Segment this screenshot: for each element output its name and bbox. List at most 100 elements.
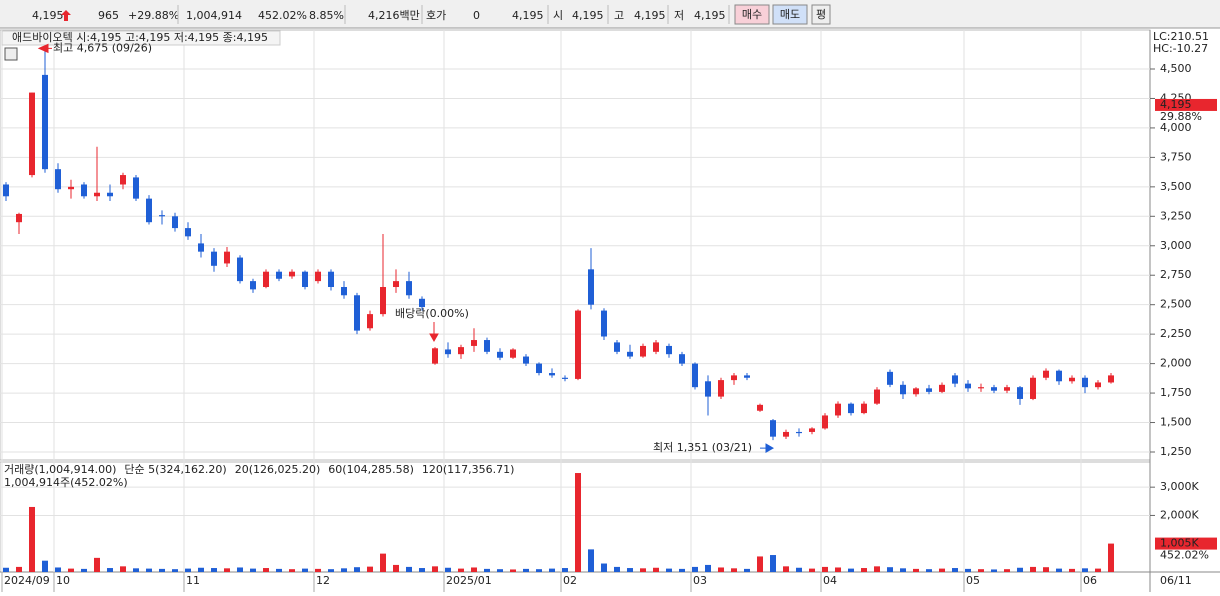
cursor-date: 06/11 bbox=[1160, 574, 1192, 587]
candle-body bbox=[575, 310, 581, 379]
x-tick-label: 2025/01 bbox=[446, 574, 492, 587]
candle-body bbox=[328, 271, 334, 288]
candle-body bbox=[289, 271, 295, 277]
candle-body bbox=[1082, 377, 1088, 388]
volume-bar bbox=[289, 569, 295, 572]
volume-bar bbox=[822, 566, 828, 572]
candle-body bbox=[29, 92, 35, 176]
volume-bar bbox=[835, 567, 841, 572]
candle-body bbox=[16, 213, 22, 223]
toolbar-open-label: 시 bbox=[553, 9, 563, 22]
volume-bar bbox=[1030, 566, 1036, 572]
candle-body bbox=[367, 314, 373, 329]
candle-body bbox=[3, 184, 9, 197]
volume-bar bbox=[55, 567, 61, 572]
volume-bar bbox=[939, 568, 945, 572]
volume-bar bbox=[536, 569, 542, 572]
volume-bar bbox=[679, 568, 685, 572]
menu-icon[interactable] bbox=[4, 47, 18, 61]
toolbar-low-label: 저 bbox=[674, 9, 684, 22]
volume-bar bbox=[484, 568, 490, 572]
x-tick-label: 05 bbox=[966, 574, 980, 587]
candle-body bbox=[484, 340, 490, 352]
candle-body bbox=[172, 216, 178, 229]
candle-body bbox=[822, 415, 828, 429]
candle-body bbox=[666, 345, 672, 355]
candle-body bbox=[1095, 382, 1101, 388]
x-tick-label: 06 bbox=[1083, 574, 1097, 587]
volume-info: 1,004,914주(452.02%) bbox=[4, 476, 128, 489]
y-tick-label: 3,000 bbox=[1160, 239, 1192, 252]
volume-bar bbox=[705, 564, 711, 572]
toolbar-sell-button[interactable] bbox=[772, 4, 808, 25]
candle-body bbox=[237, 257, 243, 282]
y-tick-label: 1,500 bbox=[1160, 416, 1192, 429]
volume-legend-entry: 20(126,025.20) bbox=[235, 463, 321, 476]
dividend-annotation: 배당락(0.00%) bbox=[395, 307, 469, 320]
toolbar-open: 4,195 bbox=[572, 9, 604, 22]
candle-body bbox=[1030, 377, 1036, 399]
candle-body bbox=[952, 375, 958, 384]
toolbar-buy-button[interactable] bbox=[734, 4, 770, 25]
toolbar-quote-label: 호가 bbox=[426, 9, 446, 22]
candle-body bbox=[263, 271, 269, 288]
volume-bar bbox=[315, 568, 321, 572]
volume-bar bbox=[861, 568, 867, 572]
candle-body bbox=[588, 269, 594, 305]
x-tick-label: 12 bbox=[316, 574, 330, 587]
high-annotation: 최고 4,675 (09/26) bbox=[53, 41, 152, 54]
volume-bar bbox=[796, 567, 802, 572]
volume-bar bbox=[1004, 569, 1010, 572]
volume-bar bbox=[16, 566, 22, 572]
volume-bar bbox=[497, 569, 503, 572]
candle-body bbox=[315, 271, 321, 282]
volume-bar bbox=[185, 568, 191, 572]
volume-y-tick-label: 2,000K bbox=[1160, 508, 1199, 521]
x-tick-label: 02 bbox=[563, 574, 577, 587]
volume-bar bbox=[445, 567, 451, 572]
volume-bar bbox=[614, 566, 620, 572]
candle-body bbox=[770, 420, 776, 437]
volume-legend-entry: 60(104,285.58) bbox=[328, 463, 414, 476]
y-tick-label: 1,250 bbox=[1160, 445, 1192, 458]
volume-bar bbox=[3, 567, 9, 572]
volume-bar bbox=[588, 549, 594, 572]
toolbar-volume-rate: 452.02% bbox=[258, 9, 307, 22]
toolbar-avg-button[interactable] bbox=[811, 4, 831, 25]
chart-header: 애드바이오텍 시:4,195 고:4,195 저:4,195 종:4,195 bbox=[12, 31, 268, 44]
volume-bar bbox=[471, 567, 477, 572]
toolbar-sell-label[interactable]: 매도 bbox=[780, 8, 800, 21]
candle-body bbox=[497, 351, 503, 358]
toolbar-bg bbox=[0, 0, 1220, 28]
volume-bar bbox=[406, 566, 412, 572]
volume-bar bbox=[133, 568, 139, 572]
volume-bar bbox=[224, 568, 230, 572]
volume-bar bbox=[263, 568, 269, 572]
lc-label: LC:210.51 bbox=[1153, 30, 1209, 43]
current-rate-label: 29.88% bbox=[1160, 110, 1202, 123]
toolbar-avg-label[interactable]: 평 bbox=[816, 8, 826, 21]
candle-body bbox=[913, 388, 919, 395]
candle-body bbox=[614, 342, 620, 352]
candle-body bbox=[523, 356, 529, 364]
toolbar-buy-label[interactable]: 매수 bbox=[742, 8, 762, 21]
candle-body bbox=[354, 295, 360, 331]
y-tick-label: 3,500 bbox=[1160, 180, 1192, 193]
volume-bar bbox=[172, 569, 178, 572]
volume-bar bbox=[1069, 568, 1075, 572]
y-tick-label: 1,750 bbox=[1160, 386, 1192, 399]
candle-body bbox=[94, 192, 100, 197]
volume-last-rate: 452.02% bbox=[1160, 549, 1209, 562]
toolbar-volume: 1,004,914 bbox=[186, 9, 242, 22]
volume-bar bbox=[718, 567, 724, 572]
volume-bar bbox=[978, 569, 984, 572]
candle-body bbox=[1056, 370, 1062, 382]
volume-bar bbox=[1108, 543, 1114, 572]
volume-bar bbox=[757, 556, 763, 572]
candle-body bbox=[705, 381, 711, 397]
volume-bar bbox=[770, 555, 776, 572]
toolbar-change: 965 bbox=[98, 9, 119, 22]
volume-bar bbox=[601, 563, 607, 572]
volume-bar bbox=[341, 568, 347, 572]
current-price-label: 4,195 bbox=[1160, 98, 1192, 111]
